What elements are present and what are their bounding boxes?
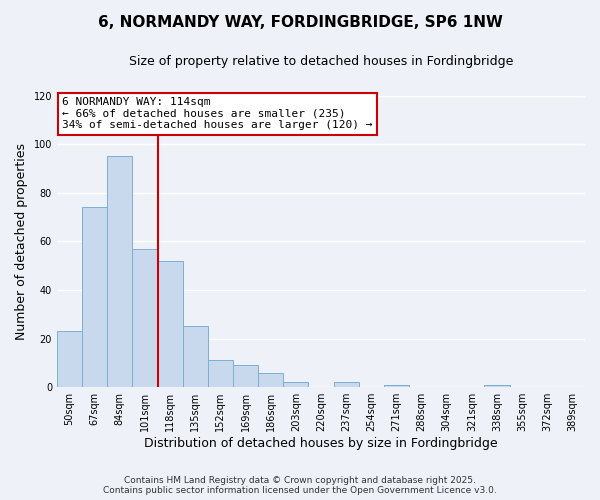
Bar	[107, 156, 133, 387]
Bar	[57, 332, 82, 387]
Title: Size of property relative to detached houses in Fordingbridge: Size of property relative to detached ho…	[129, 55, 513, 68]
Y-axis label: Number of detached properties: Number of detached properties	[15, 143, 28, 340]
Bar	[484, 385, 509, 387]
Text: 6 NORMANDY WAY: 114sqm
← 66% of detached houses are smaller (235)
34% of semi-de: 6 NORMANDY WAY: 114sqm ← 66% of detached…	[62, 97, 373, 130]
Bar	[233, 366, 258, 387]
Bar	[384, 385, 409, 387]
Bar	[182, 326, 208, 387]
X-axis label: Distribution of detached houses by size in Fordingbridge: Distribution of detached houses by size …	[144, 437, 498, 450]
Bar	[133, 248, 158, 387]
Text: Contains HM Land Registry data © Crown copyright and database right 2025.
Contai: Contains HM Land Registry data © Crown c…	[103, 476, 497, 495]
Text: 6, NORMANDY WAY, FORDINGBRIDGE, SP6 1NW: 6, NORMANDY WAY, FORDINGBRIDGE, SP6 1NW	[98, 15, 502, 30]
Bar	[158, 261, 182, 387]
Bar	[283, 382, 308, 387]
Bar	[82, 208, 107, 387]
Bar	[258, 372, 283, 387]
Bar	[334, 382, 359, 387]
Bar	[208, 360, 233, 387]
